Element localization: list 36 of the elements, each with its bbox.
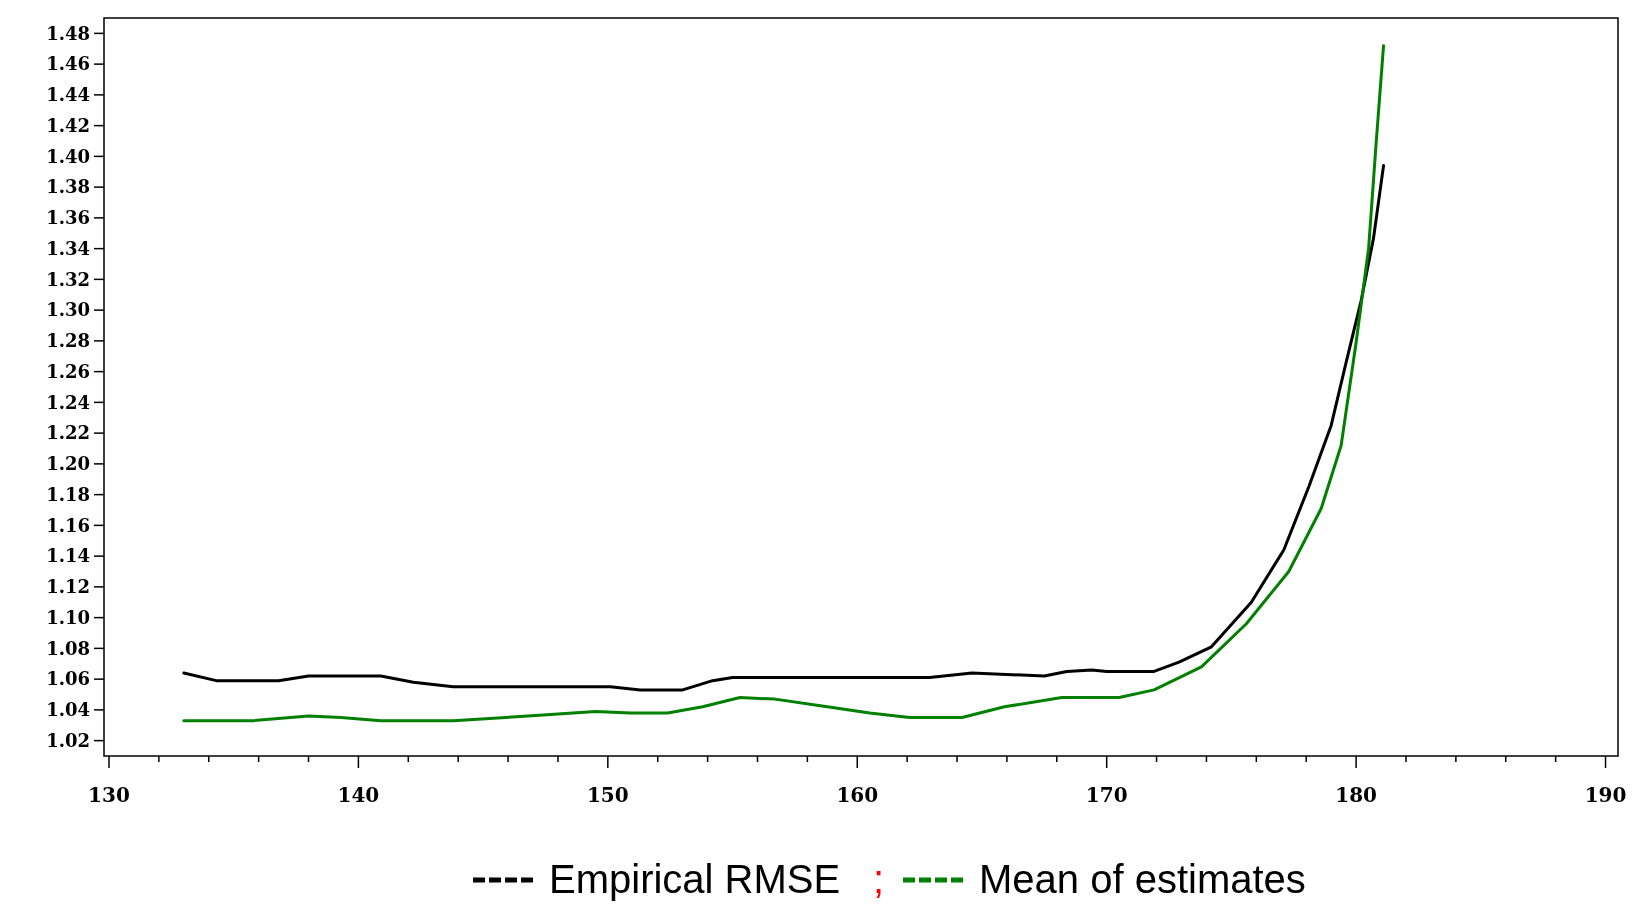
y-tick-label: 1.38: [46, 176, 90, 198]
x-tick-label: 170: [1085, 783, 1128, 807]
y-tick-label: 1.32: [46, 268, 90, 290]
y-tick-label: 1.22: [46, 422, 90, 444]
y-tick-label: 1.04: [46, 699, 90, 721]
y-tick-label: 1.12: [46, 576, 90, 598]
y-tick-label: 1.46: [46, 53, 90, 75]
y-tick-label: 1.28: [46, 330, 90, 352]
y-tick-label: 1.48: [46, 22, 90, 44]
y-tick-label: 1.08: [46, 637, 90, 659]
y-tick-label: 1.10: [46, 606, 90, 628]
x-tick-label: 160: [836, 783, 879, 807]
line-series: [182, 164, 1386, 692]
legend-label: Empirical RMSE: [549, 857, 841, 901]
legend-label: Mean of estimates: [979, 857, 1306, 901]
y-tick-label: 1.34: [46, 237, 90, 259]
x-tick-label: 180: [1335, 783, 1377, 807]
y-tick-label: 1.44: [46, 84, 90, 106]
y-tick-label: 1.16: [46, 514, 90, 536]
y-tick-label: 1.42: [46, 114, 90, 136]
x-tick-label: 130: [88, 783, 130, 807]
y-tick-label: 1.18: [46, 483, 90, 505]
y-tick-label: 1.20: [46, 453, 90, 475]
y-tick-label: 1.06: [46, 668, 90, 690]
x-tick-label: 150: [586, 783, 629, 807]
y-tick-label: 1.24: [46, 391, 90, 413]
x-tick-label: 140: [337, 783, 380, 807]
y-tick-label: 1.02: [46, 729, 90, 751]
y-tick-label: 1.14: [46, 545, 90, 567]
y-tick-label: 1.36: [46, 207, 90, 229]
y-tick-label: 1.30: [46, 299, 90, 321]
line-series: [182, 44, 1386, 723]
y-tick-label: 1.40: [46, 145, 90, 167]
x-tick-label: 190: [1584, 783, 1627, 807]
y-tick-label: 1.26: [46, 360, 90, 382]
text: ;: [873, 857, 885, 901]
